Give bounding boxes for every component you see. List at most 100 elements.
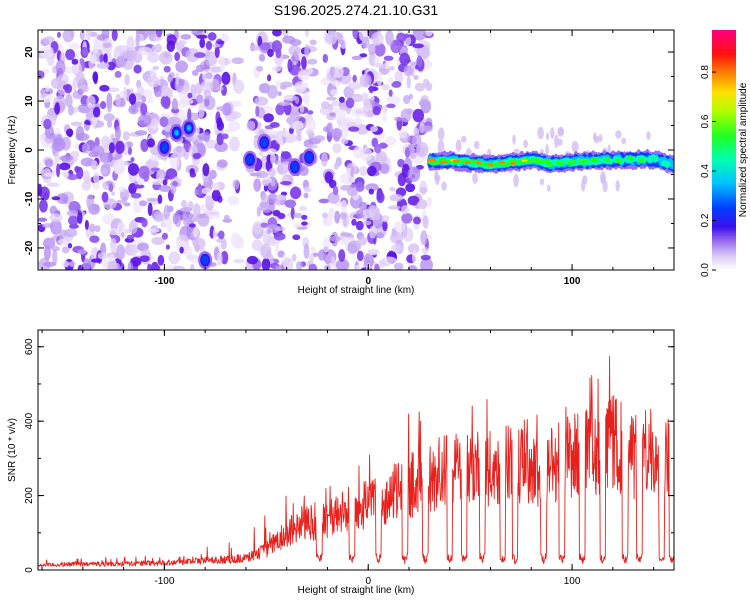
spectrogram-cell: [59, 155, 74, 162]
spectrogram-cell: [101, 135, 111, 149]
spectrogram-cell: [571, 140, 579, 153]
spectrogram-cell: [251, 239, 263, 251]
spectrogram-cell: [390, 39, 402, 54]
spectrogram-cell: [153, 211, 164, 223]
spectrogram-cell: [437, 140, 445, 154]
spectrogram-ridge-cell: [521, 158, 528, 162]
spectrogram-cell: [55, 59, 66, 76]
spectrogram-cell: [196, 34, 208, 39]
spectrogram-ridge-cell: [569, 159, 577, 165]
spectrogram-cell: [163, 65, 171, 73]
spectrogram-cell: [246, 120, 256, 131]
spectrogram-cell: [216, 86, 224, 92]
spectrogram-cell: [355, 264, 361, 270]
spectrogram-cell: [293, 212, 303, 219]
spectrogram-cell: [351, 218, 357, 226]
spectrogram-cell: [135, 34, 140, 47]
spectrogram-cell: [101, 167, 108, 175]
spectrogram-ylabel: Frequency (Hz): [7, 116, 18, 185]
spectrogram-hotspot: [292, 164, 298, 170]
spectrogram-cell: [426, 60, 433, 69]
spectrogram-cell: [198, 102, 205, 119]
spectrogram-cell: [180, 33, 192, 40]
spectrogram-cell: [399, 52, 411, 66]
spectrogram-cell: [388, 89, 393, 97]
spectrogram-cell: [266, 129, 277, 136]
spectrogram-cell: [416, 142, 429, 158]
spectrogram-cell: [373, 62, 384, 68]
spectrogram-cell: [582, 175, 588, 185]
spectrogram-cell: [333, 107, 346, 121]
spectrogram-cell: [65, 48, 76, 61]
spectrogram-cell: [205, 40, 213, 51]
spectrogram-cell: [356, 209, 364, 219]
spectrogram-cell: [338, 249, 346, 262]
spectrogram-cell: [207, 32, 217, 41]
spectrogram-ridge-cell: [626, 156, 634, 161]
spectrogram-cell: [545, 143, 549, 157]
spectrogram-cell: [193, 203, 201, 219]
spectrogram-cell: [274, 239, 280, 255]
spectrogram-cell: [158, 184, 172, 192]
y-tick-label: 10: [24, 95, 35, 107]
spectrogram-cell: [65, 93, 73, 108]
spectrogram-cell: [115, 244, 126, 260]
spectrogram-cell: [347, 81, 362, 90]
spectrogram-cell: [373, 143, 382, 154]
spectrogram-cell: [147, 202, 153, 217]
spectrogram-cell: [166, 216, 172, 233]
spectrogram-cell: [371, 32, 384, 46]
spectrogram-cell: [85, 30, 92, 41]
spectrogram-cell: [212, 228, 217, 241]
spectrogram-ridge-cell: [430, 158, 437, 162]
snr-frame: [37, 329, 675, 571]
spectrogram-cell: [333, 162, 339, 170]
spectrogram-hotspot: [247, 156, 253, 163]
spectrogram-cell: [255, 105, 260, 117]
spectrogram-cell: [385, 30, 394, 46]
spectrogram-cell: [303, 192, 309, 199]
spectrogram-cell: [455, 139, 462, 152]
spectrogram-cell: [340, 232, 352, 237]
spectrogram-hotspot: [186, 125, 192, 131]
spectrogram-cell: [167, 93, 173, 99]
spectrogram-cell: [114, 125, 121, 141]
spectrogram-cell: [179, 246, 184, 254]
spectrogram-cell: [345, 97, 355, 109]
snr-ticks: -100 0 100 600 400 200 0: [24, 330, 674, 587]
y-tick-label: -10: [24, 191, 35, 206]
y-tick-label: 400: [24, 412, 35, 429]
spectrogram-cell: [437, 127, 445, 141]
spectrogram-cell: [393, 220, 406, 233]
spectrogram-cell: [382, 105, 388, 114]
spectrogram-cell: [324, 171, 334, 184]
spectrogram-cell: [209, 169, 217, 180]
spectrogram-cell: [68, 215, 79, 226]
spectrogram-hotspot: [202, 257, 208, 264]
spectrogram-cell: [82, 47, 89, 57]
spectrogram-cell: [147, 51, 160, 63]
spectrogram-cell: [150, 167, 160, 172]
spectrogram-cell: [94, 137, 100, 147]
y-tick-label: 20: [24, 46, 35, 58]
spectrogram-cell: [359, 73, 372, 88]
spectrogram-cell: [420, 254, 431, 261]
spectrogram-cell: [408, 93, 414, 100]
spectrogram-cell: [128, 220, 138, 234]
spectrogram-cell: [262, 230, 272, 246]
spectrogram-cell: [397, 158, 405, 168]
spectrogram-cell: [49, 205, 58, 215]
spectrogram-cell: [313, 135, 326, 142]
spectrogram-cell: [38, 70, 45, 80]
spectrogram-cell: [369, 225, 377, 239]
spectrogram-cell: [138, 46, 153, 56]
spectrogram-cell: [554, 134, 559, 149]
spectrogram-cell: [271, 40, 282, 53]
spectrogram-cell: [166, 58, 173, 63]
spectrogram-cell: [45, 85, 50, 92]
spectrogram-cell: [267, 48, 274, 58]
spectrogram-ridge-cell: [535, 159, 543, 165]
spectrogram-cell: [273, 232, 286, 241]
spectrogram-cell: [413, 216, 422, 225]
spectrogram-cell: [146, 197, 158, 202]
